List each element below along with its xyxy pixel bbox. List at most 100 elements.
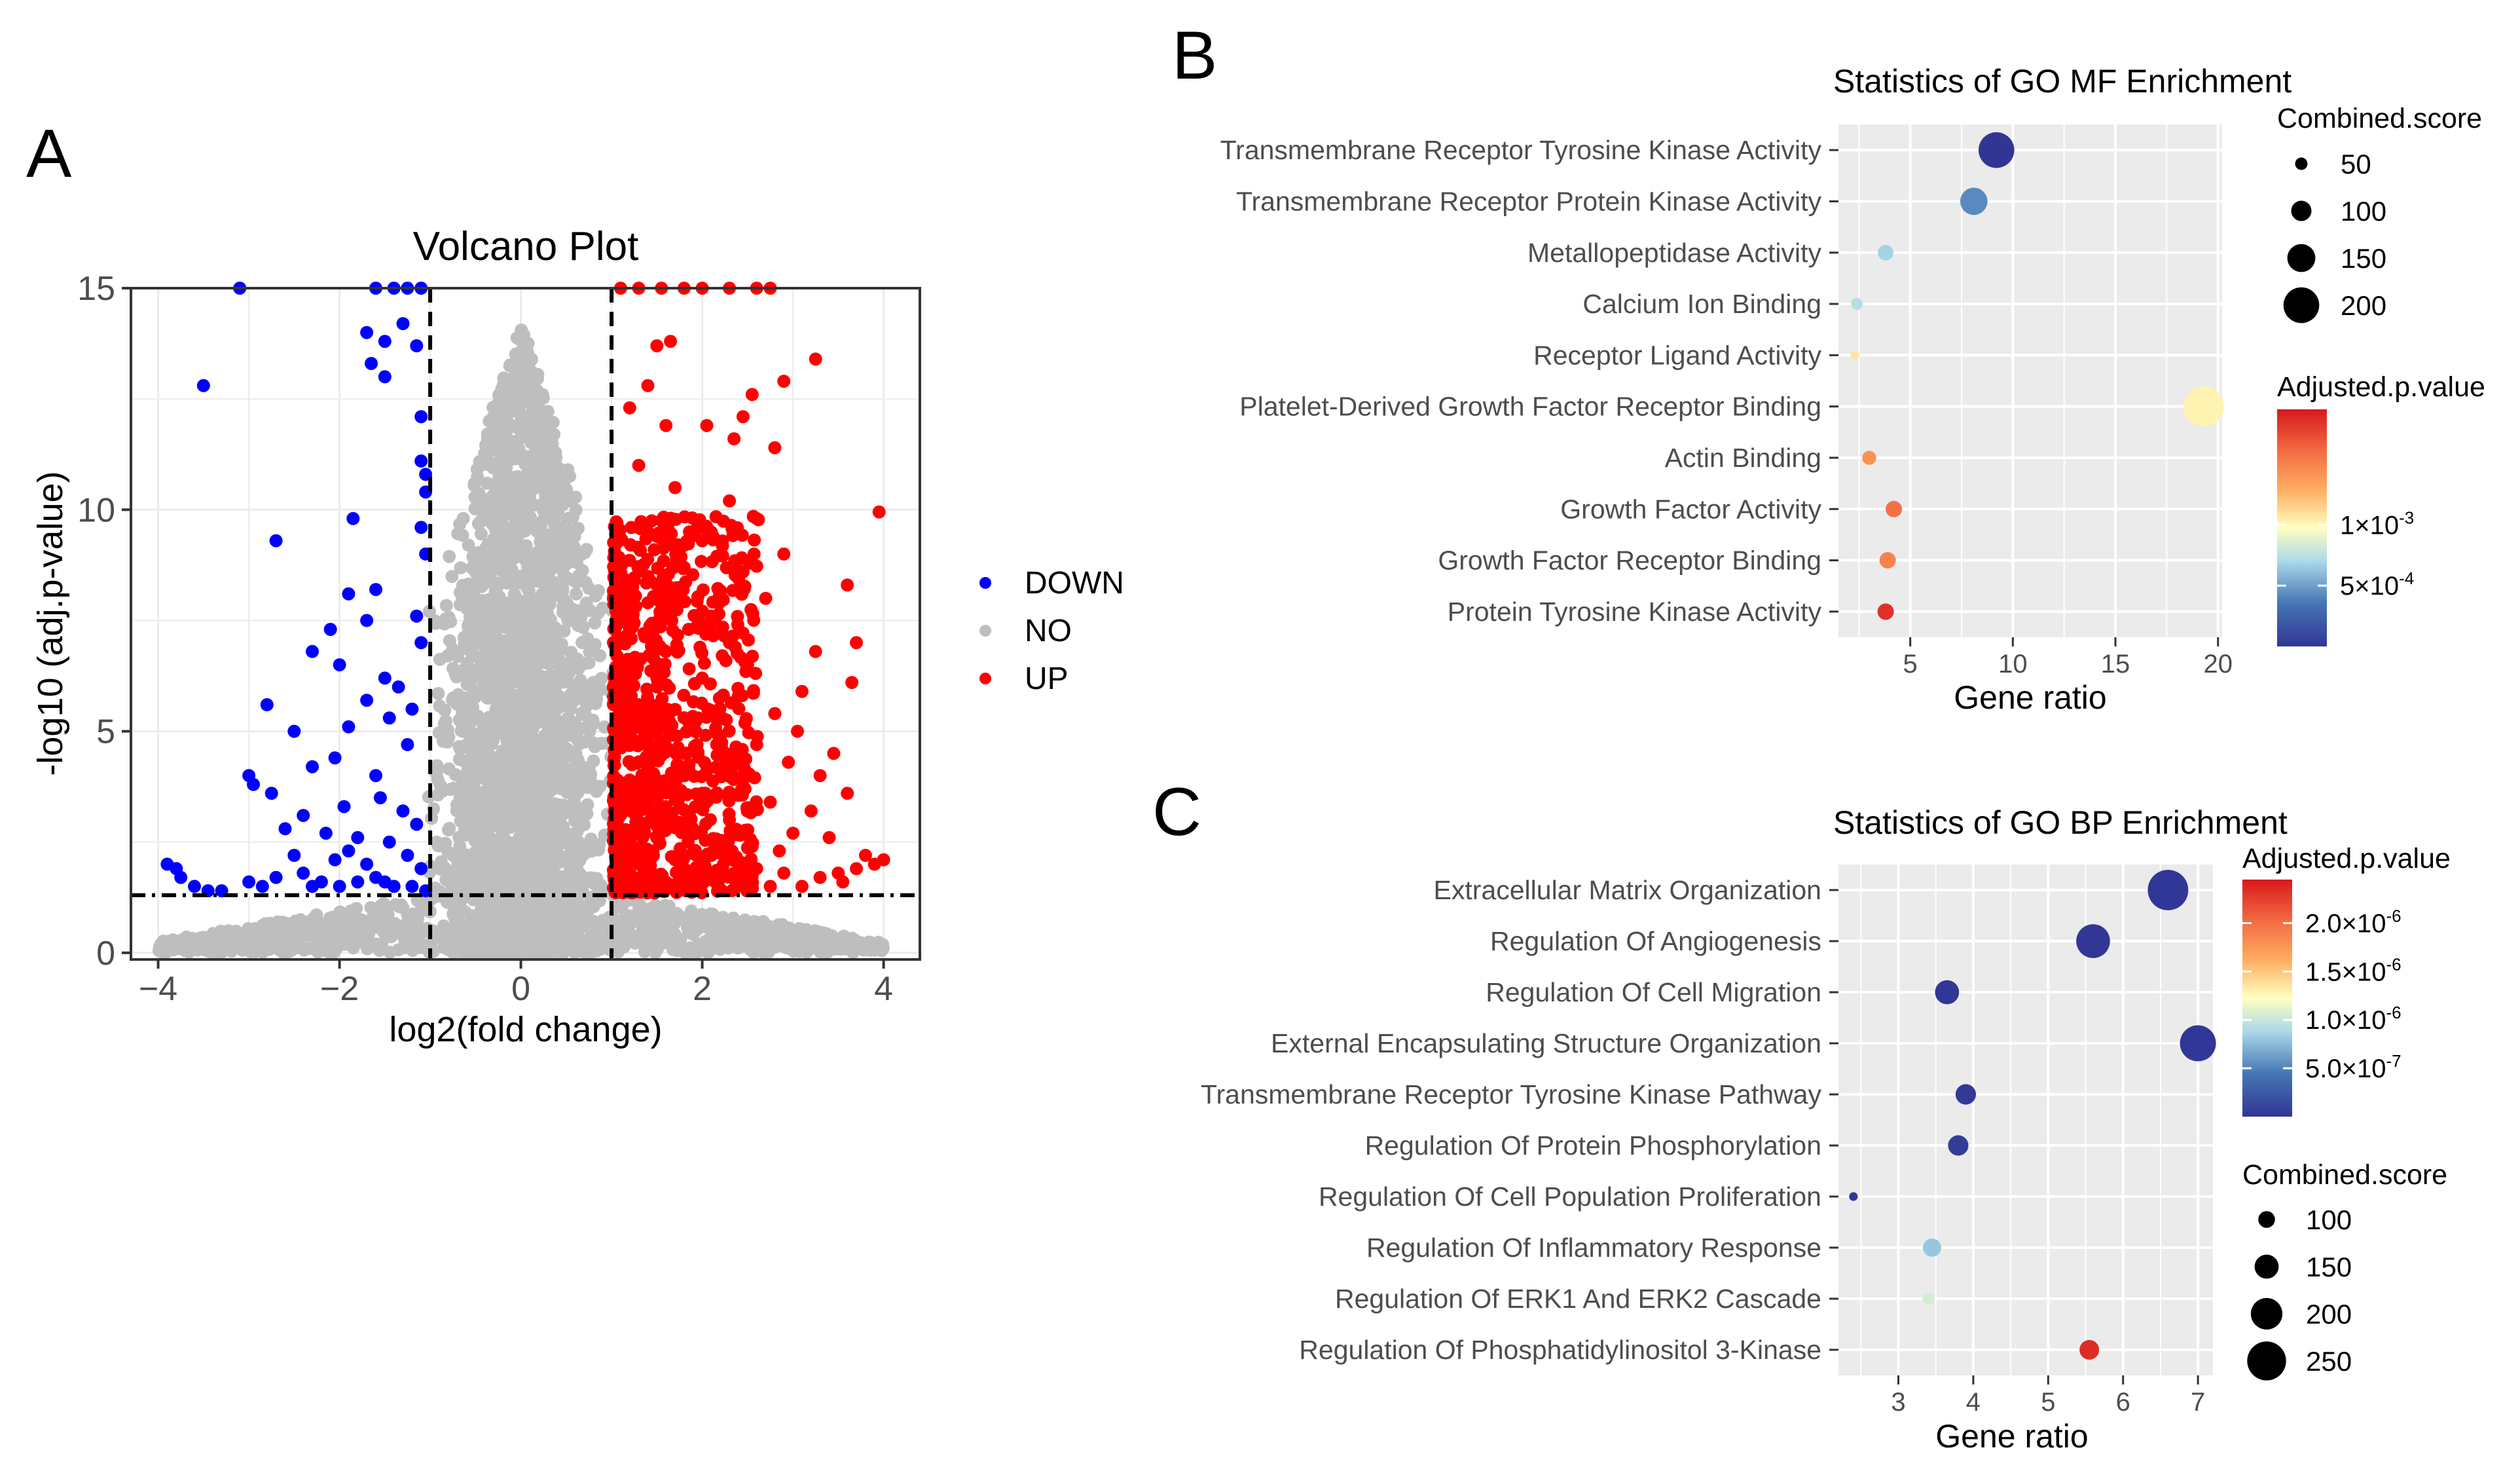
legend-label-no: NO [1025, 614, 1072, 648]
volcano-point-no [505, 785, 519, 799]
volcano-point-down [333, 880, 346, 893]
volcano-point-no [540, 686, 554, 699]
size-legend-key-100 [2291, 200, 2312, 221]
dot-metallopeptidase-activity [1878, 244, 1894, 261]
x-tick-label: 10 [1998, 650, 2028, 679]
volcano-point-up [668, 703, 682, 716]
volcano-point-no [562, 712, 575, 726]
volcano-point-no [539, 418, 552, 432]
volcano-point-up [722, 785, 736, 799]
legend-label-down: DOWN [1025, 566, 1124, 601]
volcano-point-up [695, 671, 709, 685]
volcano-point-down [396, 804, 410, 818]
volcano-point-no [548, 761, 562, 775]
volcano-point-up [745, 388, 759, 401]
volcano-point-up [660, 678, 674, 692]
volcano-point-no [453, 894, 467, 907]
volcano-point-up [742, 633, 756, 647]
x-tick-label: 15 [2101, 650, 2130, 679]
volcano-point-no [457, 631, 471, 644]
size-legend-key-50 [2295, 157, 2308, 170]
volcano-point-up [703, 703, 717, 716]
volcano-point-no [285, 936, 299, 950]
volcano-point-up [677, 862, 691, 876]
volcano-point-up [759, 591, 773, 605]
volcano-point-no [433, 778, 447, 792]
volcano-point-no [500, 491, 513, 505]
volcano-point-up [663, 715, 676, 728]
volcano-point-no [507, 587, 521, 601]
volcano-point-no [520, 616, 534, 629]
volcano-point-no [564, 702, 577, 716]
go-bp-plot: Statistics of GO BP Enrichment Extracell… [1201, 804, 2451, 1455]
volcano-point-up [649, 818, 663, 832]
volcano-point-up [623, 401, 636, 415]
term-label-external-encapsulating-structure-organization: External Encapsulating Structure Organiz… [1271, 1028, 1821, 1058]
volcano-point-up [704, 849, 718, 862]
volcano-point-up [742, 726, 756, 739]
volcano-point-no [585, 933, 599, 946]
volcano-point-down [414, 636, 428, 650]
volcano-point-no [551, 781, 564, 794]
volcano-point-up [713, 702, 727, 715]
volcano-point-up [695, 534, 709, 548]
volcano-point-up [748, 533, 761, 547]
volcano-point-up [714, 729, 727, 743]
volcano-point-no [763, 923, 777, 937]
volcano-point-no [471, 517, 485, 530]
volcano-point-up [740, 658, 754, 672]
term-label-transmembrane-receptor-tyrosine-kinase-activity: Transmembrane Receptor Tyrosine Kinase A… [1220, 135, 1822, 165]
volcano-point-up [706, 774, 720, 788]
volcano-point-no [453, 742, 467, 756]
volcano-y-tick-label: 0 [96, 935, 115, 973]
volcano-point-no [469, 792, 483, 806]
volcano-point-up [708, 760, 722, 774]
volcano-point-no [373, 944, 386, 957]
volcano-point-no [477, 901, 491, 915]
volcano-point-no [471, 737, 484, 751]
volcano-point-no [496, 504, 510, 517]
volcano-point-up [653, 750, 667, 764]
volcano-y-axis-title: -log10 (adj.p-value) [31, 471, 70, 775]
volcano-point-up [732, 701, 746, 715]
term-label-actin-binding: Actin Binding [1665, 443, 1821, 473]
volcano-point-up [795, 880, 809, 893]
volcano-point-up [706, 595, 720, 609]
volcano-point-no [544, 946, 558, 959]
volcano-x-tick-label: 4 [874, 970, 893, 1008]
dot-regulation-of-erk1-and-erk2-cascade [1922, 1292, 1935, 1305]
size-legend-key-200 [2250, 1297, 2283, 1330]
volcano-point-no [469, 845, 483, 859]
volcano-point-no [494, 945, 508, 959]
volcano-point-no [446, 693, 459, 707]
volcano-point-up [746, 686, 760, 700]
volcano-point-no [494, 436, 508, 449]
volcano-point-no [414, 940, 428, 954]
volcano-point-up [777, 547, 791, 561]
volcano-point-up [710, 786, 723, 800]
size-legend-label-150: 150 [2341, 243, 2386, 274]
volcano-point-up [657, 554, 670, 568]
go-mf-x-axis-title: Gene ratio [1954, 679, 2106, 716]
volcano-point-no [557, 798, 570, 812]
volcano-point-down [382, 835, 396, 849]
go-bp-size-legend-title: Combined.score [2242, 1159, 2447, 1191]
volcano-point-no [550, 532, 564, 546]
volcano-point-no [445, 570, 459, 584]
volcano-point-no [464, 620, 477, 634]
volcano-point-no [541, 631, 555, 644]
volcano-point-no [477, 503, 491, 517]
volcano-point-no [473, 808, 487, 821]
go-mf-colorbar [2277, 409, 2327, 646]
volcano-point-no [437, 716, 451, 730]
volcano-point-up [696, 803, 710, 817]
term-label-calcium-ion-binding: Calcium Ion Binding [1582, 289, 1821, 319]
volcano-point-down [287, 849, 301, 862]
volcano-point-no [568, 814, 582, 828]
dot-regulation-of-protein-phosphorylation [1948, 1135, 1969, 1156]
volcano-point-no [450, 798, 464, 811]
volcano-point-down [174, 870, 188, 884]
go-bp-size-legend: Combined.score 100 150 200 250 [2242, 1159, 2447, 1381]
volcano-point-no [577, 777, 591, 790]
volcano-point-no [443, 549, 456, 563]
